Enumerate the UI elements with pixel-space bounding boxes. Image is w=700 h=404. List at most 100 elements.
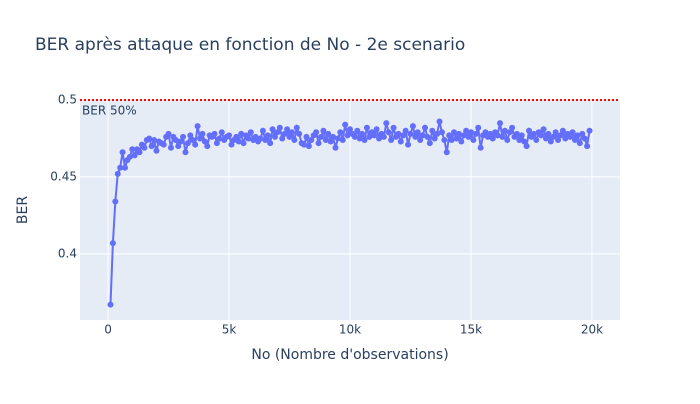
marker <box>509 124 516 131</box>
marker <box>501 127 508 134</box>
marker <box>148 143 155 150</box>
marker <box>114 170 121 177</box>
marker <box>547 138 554 145</box>
marker <box>572 137 578 143</box>
marker <box>434 130 441 137</box>
marker <box>455 130 462 137</box>
marker <box>354 127 361 134</box>
marker <box>366 133 373 140</box>
marker <box>385 129 392 136</box>
marker <box>540 126 547 133</box>
marker <box>197 135 203 142</box>
y-tick-label: 0.4 <box>58 246 77 260</box>
threshold-label: BER 50% <box>82 104 137 118</box>
marker <box>586 127 593 134</box>
marker <box>204 143 211 150</box>
marker <box>443 149 450 156</box>
marker <box>172 137 179 143</box>
marker <box>579 130 586 137</box>
marker <box>438 129 445 136</box>
marker <box>400 132 407 139</box>
marker <box>315 140 322 147</box>
marker <box>291 137 298 143</box>
marker <box>429 127 436 134</box>
marker <box>581 135 588 142</box>
marker <box>475 124 482 131</box>
x-tick-label: 15k <box>460 323 482 337</box>
marker <box>533 137 540 143</box>
marker <box>151 137 158 143</box>
marker <box>126 153 133 160</box>
marker <box>320 127 327 134</box>
marker <box>279 135 286 142</box>
marker <box>417 137 424 143</box>
x-tick-label: 10k <box>339 323 361 337</box>
marker <box>136 149 143 156</box>
marker <box>424 133 431 140</box>
marker <box>470 137 477 143</box>
marker <box>361 137 368 143</box>
marker <box>412 133 419 140</box>
marker <box>453 135 460 142</box>
marker <box>257 135 264 142</box>
marker <box>542 135 549 142</box>
marker <box>109 240 116 247</box>
marker <box>262 137 269 143</box>
marker <box>313 129 320 136</box>
marker <box>286 133 293 140</box>
marker <box>201 138 208 145</box>
marker <box>477 144 484 151</box>
marker <box>376 135 383 142</box>
y-tick-label: 0.45 <box>50 169 77 183</box>
x-axis-title: No (Nombre d'observations) <box>251 347 448 363</box>
marker <box>463 127 470 134</box>
marker <box>245 135 252 142</box>
marker <box>390 124 397 131</box>
marker <box>317 133 324 140</box>
marker <box>414 129 421 136</box>
marker <box>153 147 160 154</box>
marker <box>226 132 233 139</box>
marker <box>467 129 474 136</box>
marker <box>259 127 266 134</box>
marker <box>129 146 136 153</box>
marker <box>436 118 443 125</box>
marker <box>119 149 126 156</box>
marker <box>288 129 295 136</box>
marker <box>497 120 503 127</box>
marker <box>252 133 259 140</box>
marker <box>122 164 128 171</box>
marker <box>180 133 187 140</box>
marker <box>526 127 533 134</box>
marker <box>218 129 225 136</box>
marker <box>550 133 557 140</box>
marker <box>441 137 448 143</box>
marker <box>351 133 358 140</box>
marker <box>274 129 281 136</box>
marker <box>487 130 494 137</box>
marker <box>301 141 308 148</box>
marker <box>407 130 414 137</box>
x-tick-label: 5k <box>222 323 237 337</box>
marker <box>371 132 378 139</box>
marker <box>194 123 201 130</box>
marker <box>451 129 458 136</box>
marker <box>240 140 247 147</box>
marker <box>344 132 351 139</box>
marker <box>141 144 148 151</box>
marker <box>112 198 119 205</box>
marker <box>293 124 300 131</box>
x-tick-label: 20k <box>581 323 603 337</box>
marker <box>167 144 174 151</box>
marker <box>233 133 240 140</box>
marker <box>303 133 310 140</box>
marker <box>574 132 581 139</box>
marker <box>482 129 489 136</box>
marker <box>264 132 271 139</box>
marker <box>296 130 303 137</box>
marker <box>272 133 278 140</box>
marker <box>160 141 167 148</box>
marker <box>405 141 412 148</box>
marker <box>530 130 537 137</box>
marker <box>513 130 520 137</box>
